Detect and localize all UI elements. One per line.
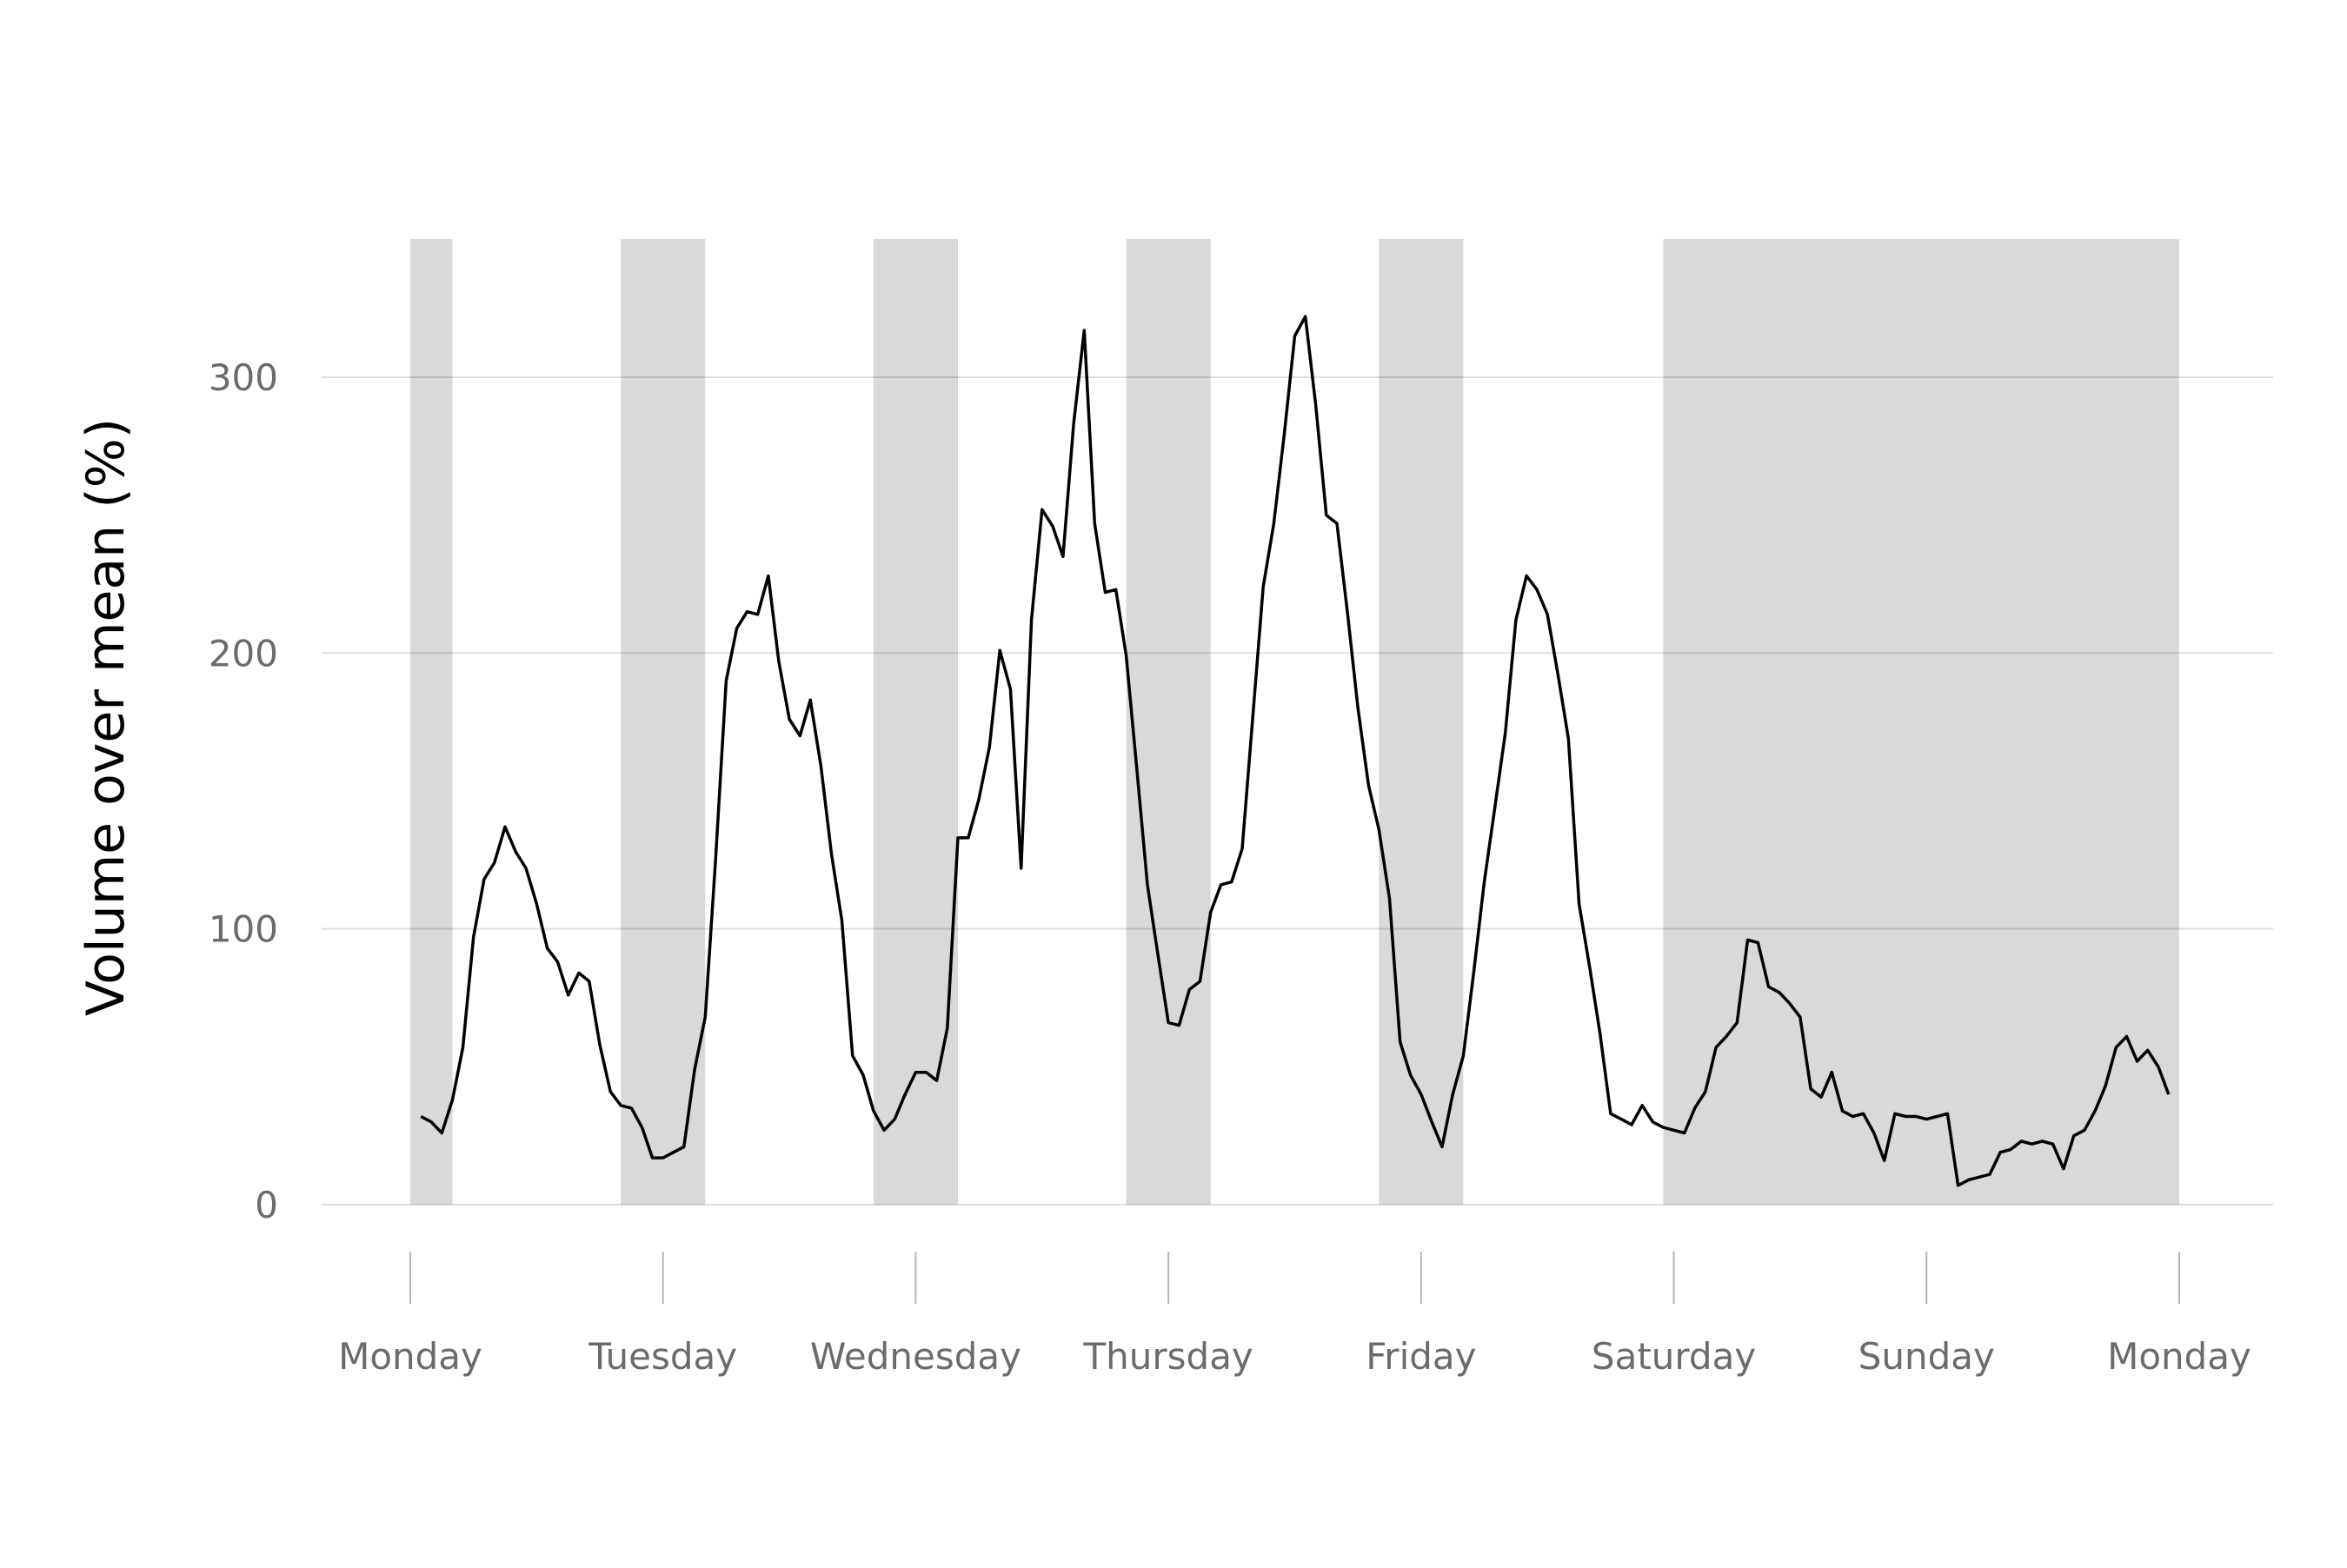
x-tick-label: Thursday	[1082, 1335, 1253, 1378]
x-tick-label: Saturday	[1592, 1335, 1756, 1378]
y-tick-label: 300	[209, 356, 278, 399]
shaded-band	[874, 239, 958, 1205]
shaded-band	[410, 239, 453, 1205]
shaded-band	[1127, 239, 1211, 1205]
y-tick-label: 200	[209, 632, 278, 674]
x-tick-label: Wednesday	[810, 1335, 1021, 1378]
shaded-band	[621, 239, 705, 1205]
x-tick-label: Monday	[338, 1335, 482, 1378]
y-tick-label: 0	[255, 1184, 278, 1226]
x-tick-label: Tuesday	[588, 1335, 737, 1378]
x-tick-label: Monday	[2107, 1335, 2251, 1378]
shaded-band	[1379, 239, 1463, 1205]
y-axis-title: Volume over mean (%)	[76, 418, 136, 1016]
y-tick-label: 100	[209, 908, 278, 951]
x-tick-label: Sunday	[1858, 1335, 1995, 1378]
x-tick-label: Friday	[1366, 1335, 1476, 1378]
shaded-band	[1663, 239, 2179, 1205]
